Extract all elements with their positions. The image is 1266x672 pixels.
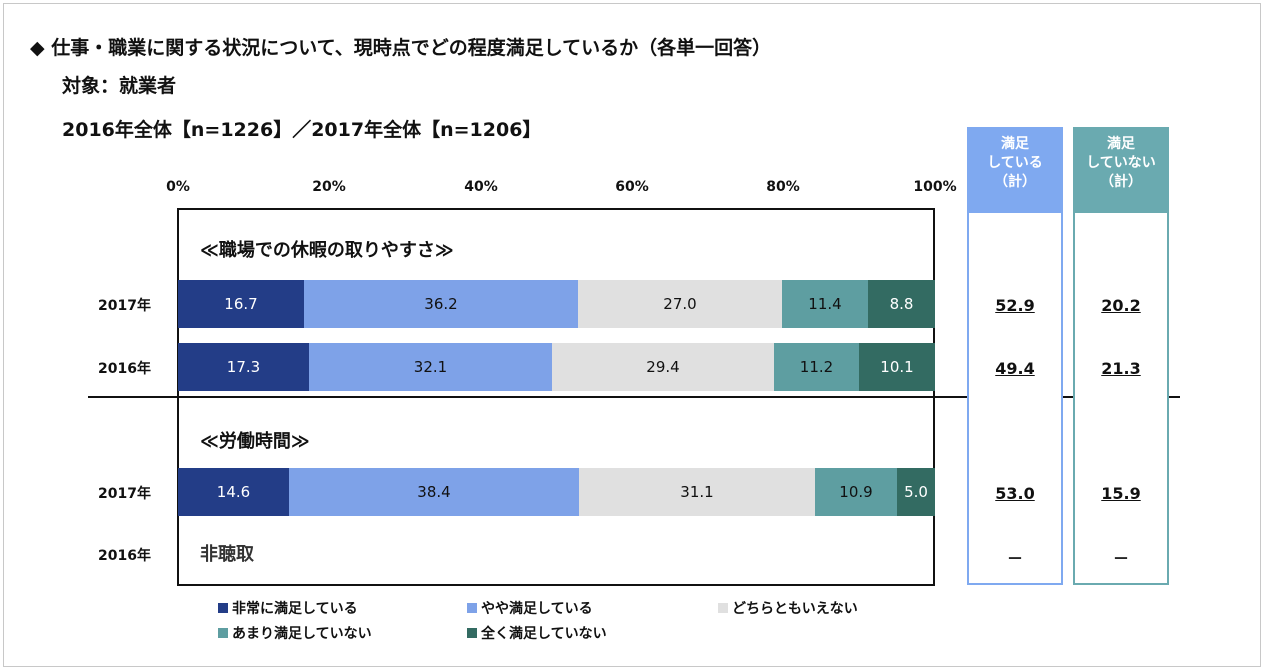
legend-label: どちらともいえない [732,601,858,617]
data-label: 5.0 [904,483,928,501]
data-label: 14.6 [216,483,251,501]
bar-segment: 14.6 [178,468,289,516]
header-line: 満足 [1107,136,1135,152]
legend-item: 非常に満足している [218,598,358,618]
x-tick-label: 80% [766,179,800,195]
data-label: 10.9 [839,483,873,501]
x-tick-label: 100% [913,179,957,195]
not-satisfied-total-value: 20.2 [1101,296,1141,315]
bar-segment: 11.4 [782,280,868,328]
satisfied-total-value: 49.4 [995,359,1035,378]
not-satisfied-total-header: 満足 していない （計） [1073,127,1169,213]
satisfied-total-header: 満足 している （計） [967,127,1063,213]
data-label: 36.2 [424,295,458,313]
data-label: 8.8 [889,295,914,313]
no-data-label: 非聴取 [200,544,254,565]
bar-segment: 31.1 [579,468,815,516]
satisfied-total-value: 53.0 [995,484,1035,503]
x-tick-label: 60% [615,179,649,195]
data-label: 38.4 [417,483,451,501]
data-label: 11.2 [799,358,834,376]
legend-item: やや満足している [467,598,593,618]
not-satisfied-total-column [1073,213,1169,585]
not-satisfied-total-value: 15.9 [1101,484,1141,503]
legend-label: 全く満足していない [481,626,607,642]
x-tick-label: 0% [166,179,190,195]
bar-segment: 32.1 [309,343,552,391]
legend-item: どちらともいえない [718,598,858,618]
header-line: （計） [1100,174,1142,190]
bar-segment: 10.1 [859,343,935,391]
data-label: 32.1 [413,358,448,376]
data-label: 27.0 [663,295,697,313]
header-line: 満足 [1001,136,1029,152]
data-label: 17.3 [226,358,261,376]
legend-item: あまり満足していない [218,623,372,643]
legend-label: 非常に満足している [232,601,358,617]
header-line: している [987,155,1043,171]
header-line: （計） [994,174,1036,190]
section-title-working-hours: ≪労働時間≫ [200,431,310,452]
bar-segment: 8.8 [868,280,935,328]
legend-swatch [218,603,228,613]
bar-segment: 11.2 [774,343,859,391]
legend-swatch [718,603,728,613]
legend-label: あまり満足していない [232,626,372,642]
section-divider [88,396,1180,398]
data-label: 16.7 [224,295,258,313]
data-label: 11.4 [808,295,842,313]
bar-segment: 36.2 [304,280,578,328]
chart-title: ◆ 仕事・職業に関する状況について、現時点でどの程度満足しているか（各単一回答） [30,37,772,59]
data-label: 29.4 [646,358,680,376]
row-label: 2017年 [98,298,151,314]
satisfied-total-value: － [1006,549,1023,568]
figure-frame [3,3,1261,667]
x-tick-label: 20% [312,179,346,195]
chart-subtitle-target: 対象：就業者 [62,75,177,97]
stacked-bar: 16.7 36.2 27.0 11.4 8.8 [178,280,935,328]
bar-segment: 16.7 [178,280,304,328]
legend-label: やや満足している [481,601,593,617]
legend-swatch [218,628,228,638]
not-satisfied-total-value: － [1112,549,1129,568]
row-label: 2016年 [98,361,151,377]
bar-segment: 29.4 [552,343,774,391]
legend-item: 全く満足していない [467,623,607,643]
bar-segment: 5.0 [897,468,935,516]
stacked-bar: 14.6 38.4 31.1 10.9 5.0 [178,468,935,516]
header-line: していない [1086,155,1156,171]
data-label: 10.1 [880,358,914,376]
bar-segment: 38.4 [289,468,579,516]
satisfied-total-value: 52.9 [995,296,1035,315]
row-label: 2017年 [98,486,151,502]
not-satisfied-total-value: 21.3 [1101,359,1141,378]
legend-swatch [467,603,477,613]
bar-segment: 17.3 [178,343,309,391]
satisfied-total-column [967,213,1063,585]
data-label: 31.1 [680,483,714,501]
bar-segment: 27.0 [578,280,782,328]
row-label: 2016年 [98,548,151,564]
x-tick-label: 40% [464,179,498,195]
section-title-vacation: ≪職場での休暇の取りやすさ≫ [200,240,454,261]
bar-segment: 10.9 [815,468,897,516]
chart-subtitle-sample: 2016年全体【n=1226】／2017年全体【n=1206】 [62,119,542,141]
stacked-bar: 17.3 32.1 29.4 11.2 10.1 [178,343,935,391]
legend-swatch [467,628,477,638]
